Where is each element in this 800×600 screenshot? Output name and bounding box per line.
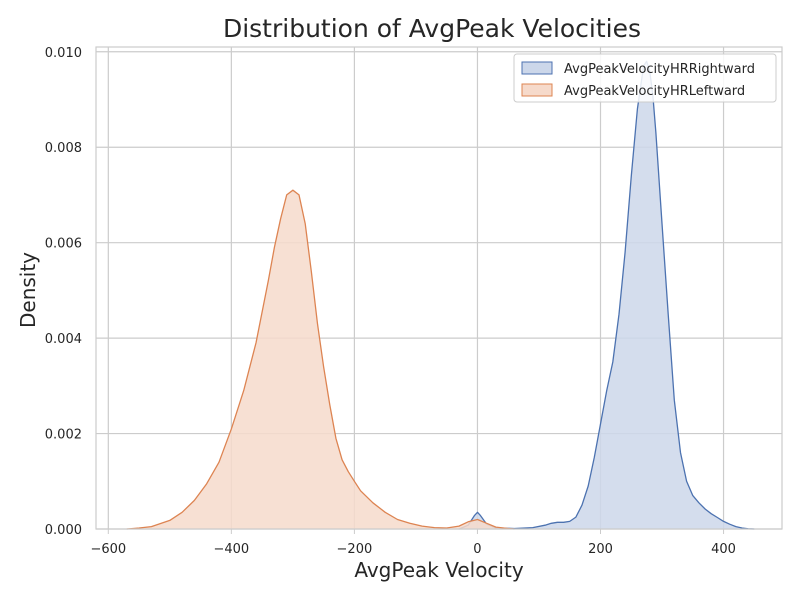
x-ticks: −600 −400 −200 0 200 400: [90, 529, 736, 557]
x-tick-label: 200: [588, 542, 613, 557]
y-axis-label: Density: [16, 252, 40, 328]
y-tick-label: 0.002: [45, 428, 82, 443]
density-line-1: [126, 189, 515, 530]
y-tick-label: 0.000: [45, 523, 82, 538]
y-tick-label: 0.006: [45, 237, 82, 252]
x-axis-label: AvgPeak Velocity: [354, 558, 524, 582]
density-areas: [126, 60, 755, 530]
legend-swatch: [521, 61, 553, 75]
y-ticks: 0.000 0.002 0.004 0.006 0.008 0.010: [45, 46, 82, 538]
plot-frame: [95, 46, 783, 530]
legend: AvgPeakVelocityHRRightward AvgPeakVelocit…: [513, 53, 777, 103]
x-tick-label: 400: [711, 542, 736, 557]
legend-swatch: [521, 83, 553, 97]
y-tick-label: 0.010: [45, 46, 82, 61]
x-tick-label: −200: [337, 542, 373, 557]
x-tick-label: 0: [473, 542, 481, 557]
y-tick-label: 0.008: [45, 141, 82, 156]
x-tick-label: −600: [90, 542, 126, 557]
density-fill-1: [126, 190, 515, 529]
y-tick-label: 0.004: [45, 332, 82, 347]
chart-title: Distribution of AvgPeak Velocities: [223, 14, 641, 43]
legend-label: AvgPeakVelocityHRLeftward: [564, 84, 745, 99]
legend-box: [513, 53, 777, 103]
x-tick-label: −400: [213, 542, 249, 557]
density-fill-0: [459, 61, 755, 530]
density-line-0: [458, 60, 755, 530]
legend-label: AvgPeakVelocityHRRightward: [564, 62, 755, 77]
